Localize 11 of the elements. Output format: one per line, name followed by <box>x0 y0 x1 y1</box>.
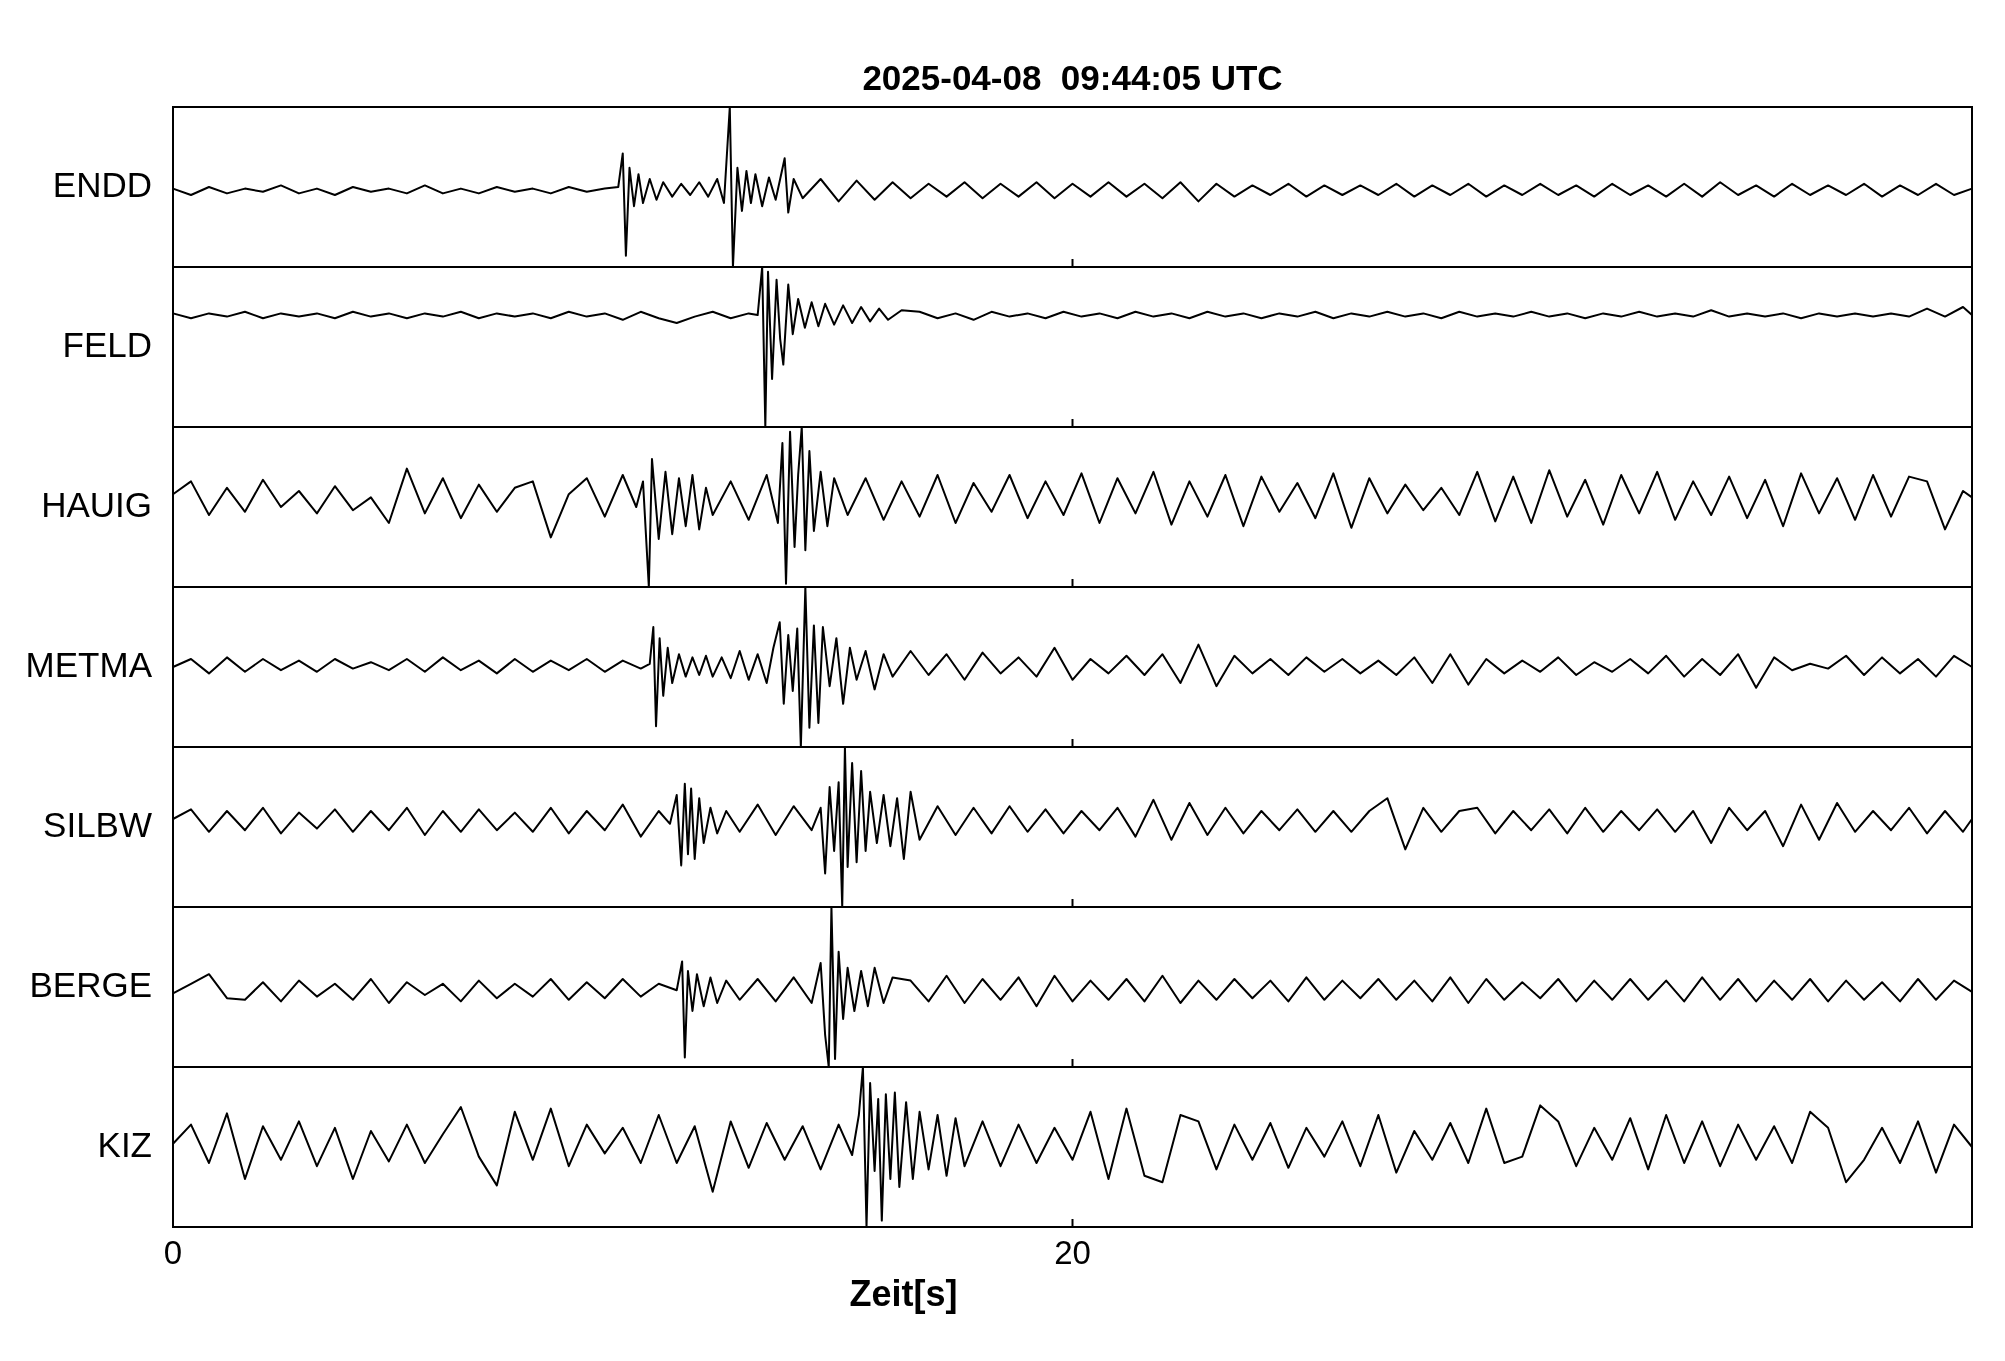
y-axis-title: ENDD <box>52 164 152 204</box>
y-axis-title: KIZ <box>97 1124 152 1164</box>
y-axis-title: METMA <box>25 644 153 684</box>
y-axis-title: HAUIG <box>41 484 152 524</box>
y-axis-title: BERGE <box>29 964 152 1004</box>
x-tick-label: 0 <box>163 1233 183 1271</box>
chart-title: 2025-04-08 09:44:05 UTC <box>862 57 1283 97</box>
x-tick-label: 20 <box>1054 1233 1091 1271</box>
x-axis-title: Zeit[s] <box>849 1272 958 1314</box>
y-axis-title: FELD <box>62 324 152 364</box>
y-axis-title: SILBW <box>43 804 152 844</box>
